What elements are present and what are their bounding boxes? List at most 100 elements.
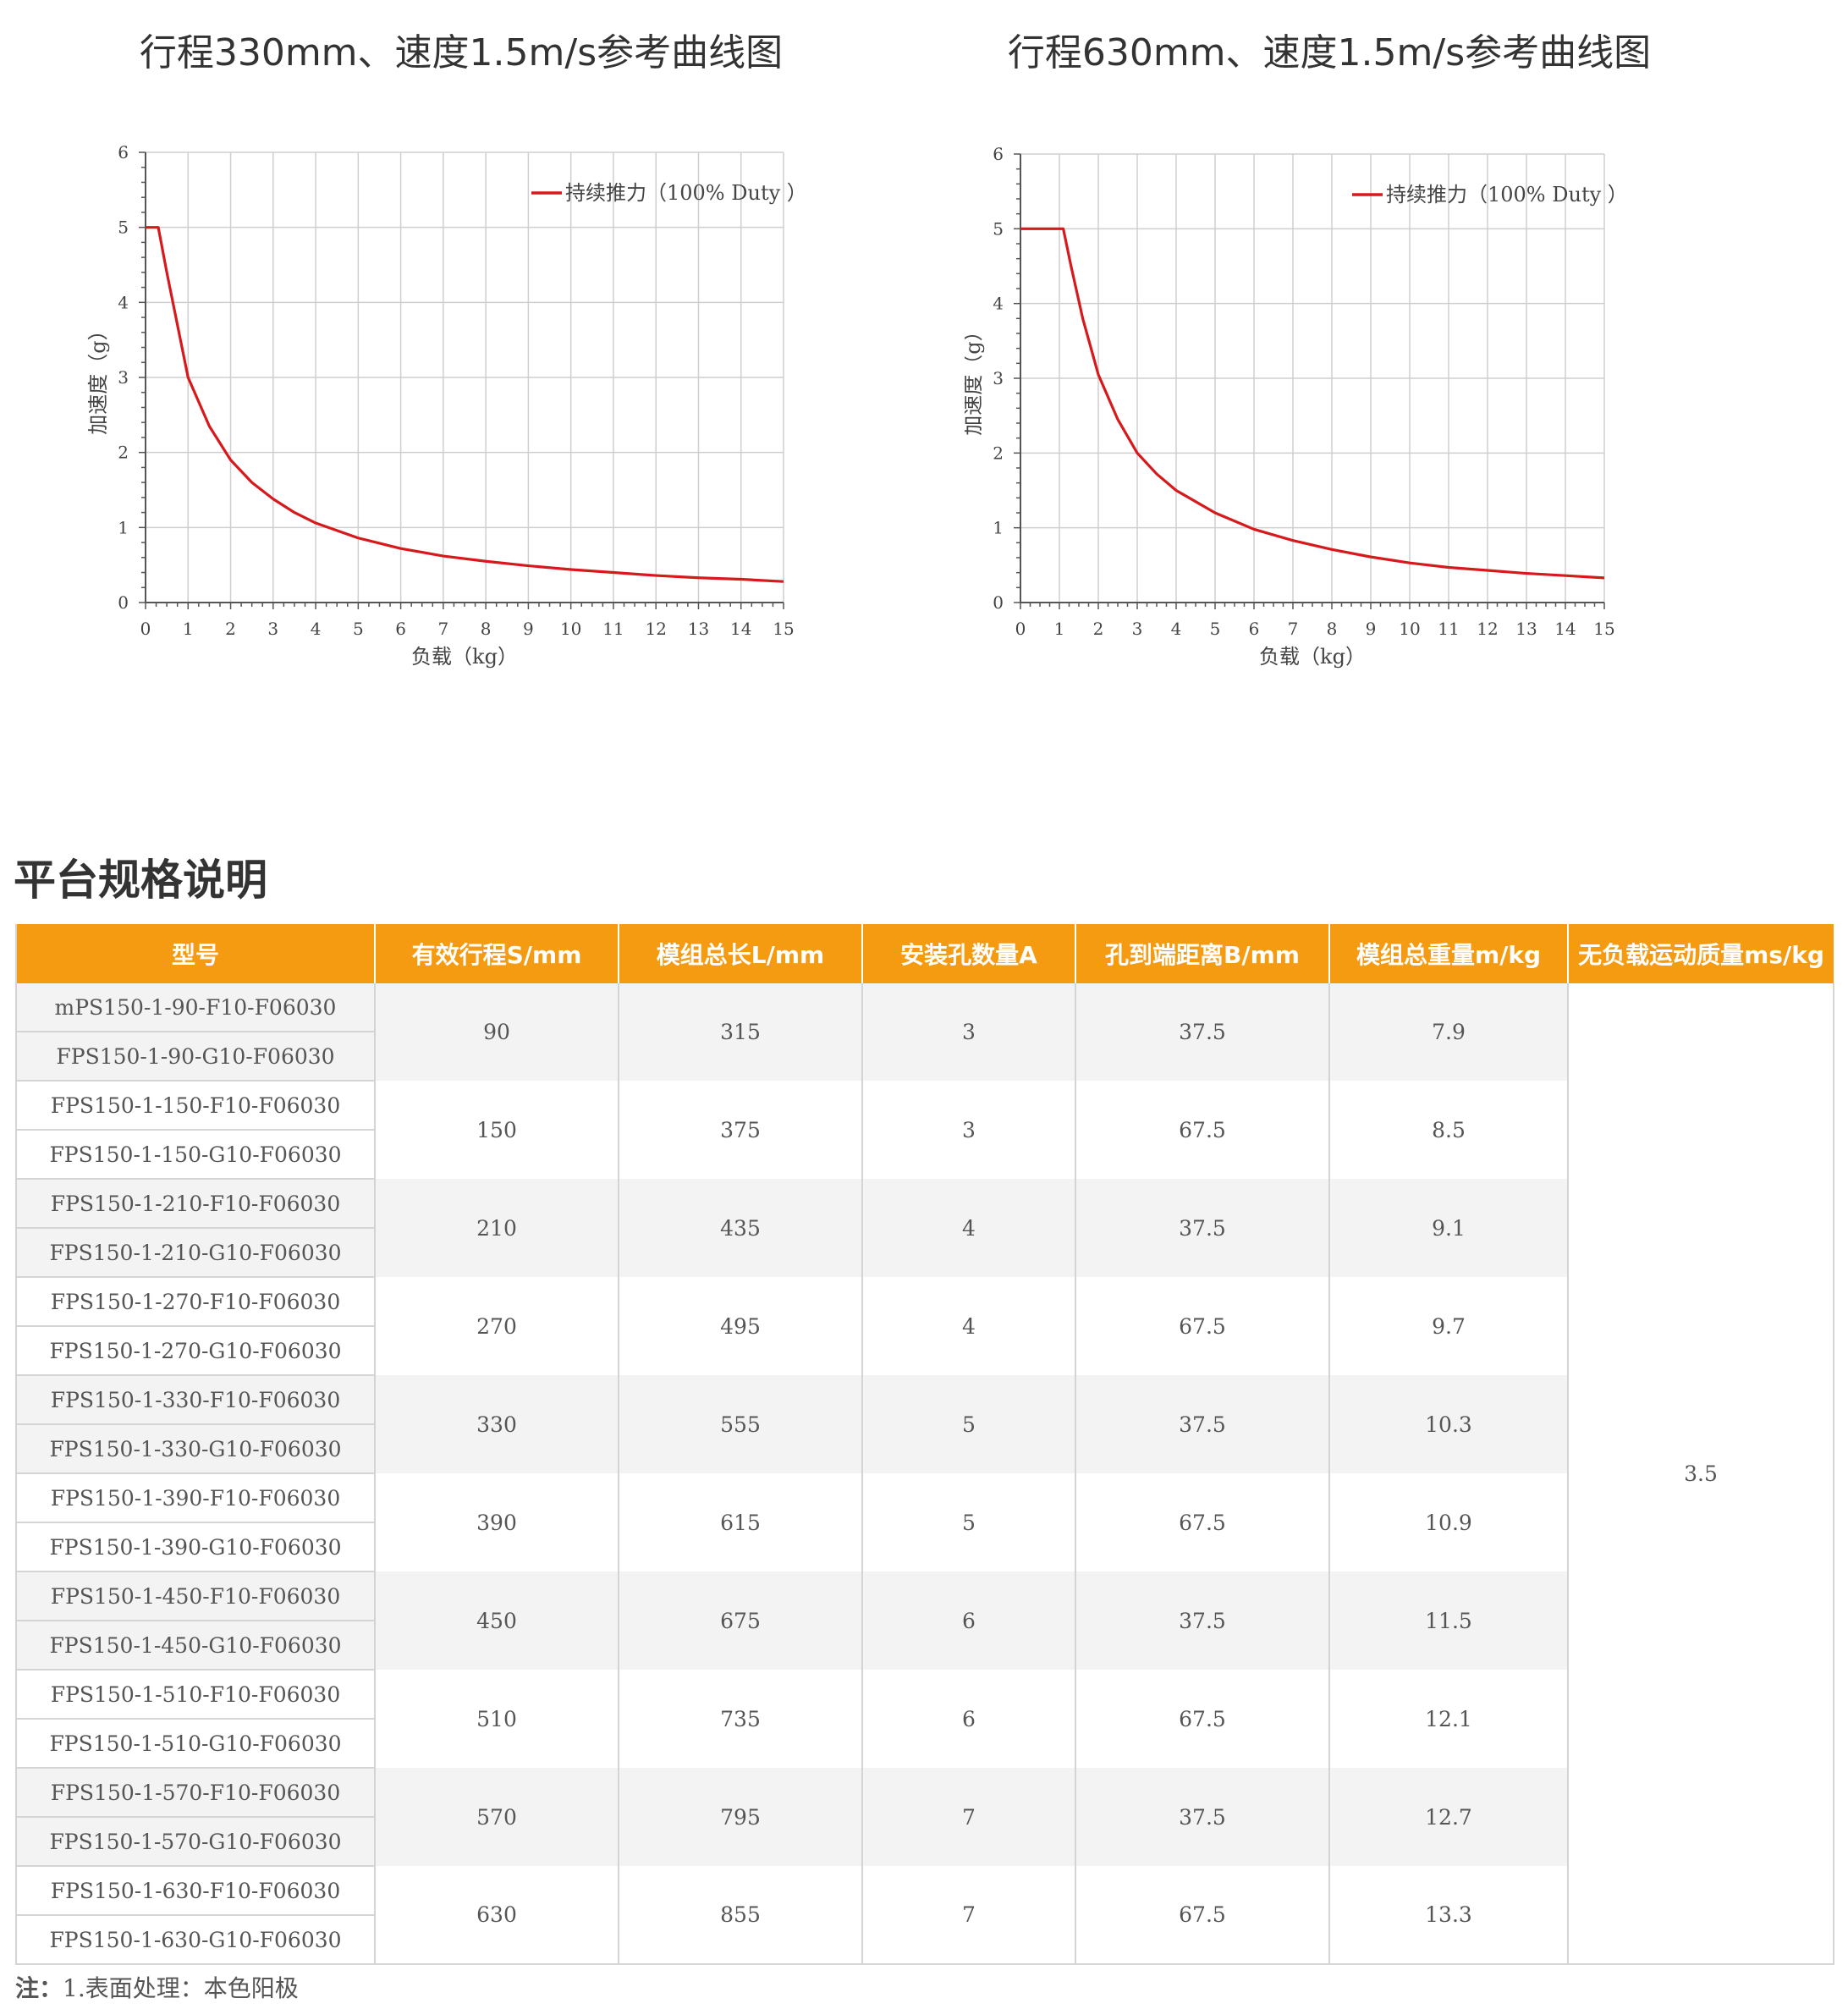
- cell-stroke: 630: [375, 1866, 619, 1964]
- x-tick-label: 0: [140, 619, 151, 639]
- y-tick-label: 2: [993, 443, 1004, 463]
- y-tick-label: 0: [993, 592, 1004, 613]
- cell-holes: 7: [862, 1768, 1076, 1866]
- x-tick-label: 4: [311, 619, 322, 639]
- x-tick-label: 12: [645, 619, 666, 639]
- y-tick-label: 4: [993, 294, 1004, 314]
- header-holes: 安装孔数量A: [862, 924, 1076, 983]
- x-tick-label: 9: [1366, 619, 1377, 639]
- x-tick-label: 13: [1515, 619, 1537, 639]
- cell-stroke: 450: [375, 1571, 619, 1670]
- table-row: FPS150-1-210-G10-F06030: [16, 1228, 1834, 1278]
- cell-model: FPS150-1-330-F10-F06030: [16, 1375, 376, 1425]
- cell-holes: 3: [862, 1081, 1076, 1179]
- cell-weight: 7.9: [1329, 983, 1569, 1081]
- cell-weight: 11.5: [1329, 1571, 1569, 1670]
- table-row: FPS150-1-390-G10-F06030: [16, 1522, 1834, 1572]
- cell-holes: 5: [862, 1473, 1076, 1571]
- table-row: mPS150-1-90-F10-F06030 90 315 3 37.5 7.9 3.5: [16, 983, 1834, 1964]
- cell-length: 675: [619, 1571, 863, 1670]
- x-tick-label: 4: [1171, 619, 1182, 639]
- x-tick-label: 0: [1015, 619, 1026, 639]
- y-tick-label: 6: [993, 144, 1004, 164]
- cell-weight: 10.3: [1329, 1375, 1569, 1473]
- x-tick-label: 1: [183, 619, 194, 639]
- table-row: FPS150-1-330-F10-F06030 330 555 5 37.5 10.3: [16, 1375, 1834, 1473]
- cell-model: FPS150-1-330-G10-F06030: [16, 1424, 376, 1474]
- table-header-row: 型号 有效行程S/mm 模组总长L/mm 安装孔数量A 孔到端距离B/mm 模组…: [16, 924, 1834, 983]
- cell-distance: 67.5: [1075, 1670, 1330, 1768]
- header-stroke: 有效行程S/mm: [375, 924, 619, 983]
- y-tick-label: 2: [118, 443, 129, 463]
- cell-distance: 37.5: [1075, 1375, 1330, 1473]
- x-tick-label: 8: [481, 619, 492, 639]
- cell-distance: 67.5: [1075, 1473, 1330, 1571]
- x-tick-label: 1: [1054, 619, 1065, 639]
- table-row: FPS150-1-150-G10-F06030: [16, 1130, 1834, 1180]
- y-axis-label: 加速度（g）: [86, 320, 110, 434]
- x-tick-label: 10: [1399, 619, 1420, 639]
- x-tick-label: 14: [1554, 619, 1576, 639]
- cell-model: FPS150-1-150-G10-F06030: [16, 1130, 376, 1180]
- note-text: 1.表面处理：本色阳极: [63, 1974, 299, 2002]
- cell-weight: 12.7: [1329, 1768, 1569, 1866]
- cell-distance: 37.5: [1075, 1179, 1330, 1277]
- x-axis-label: 负载（kg）: [1259, 645, 1366, 669]
- y-tick-label: 4: [118, 292, 129, 312]
- cell-weight: 9.1: [1329, 1179, 1569, 1277]
- acceleration-chart-330: 0 1 2 3 4 5 6 7 8 9 10 11 12 13 14 150123456负载（kg）加速度（g…: [86, 142, 807, 669]
- cell-model: FPS150-1-390-G10-F06030: [16, 1522, 376, 1572]
- table-row: FPS150-1-90-G10-F06030: [16, 1032, 1834, 1082]
- cell-model: FPS150-1-210-G10-F06030: [16, 1228, 376, 1278]
- cell-stroke: 270: [375, 1277, 619, 1375]
- x-tick-label: 12: [1477, 619, 1498, 639]
- x-tick-label: 6: [395, 619, 406, 639]
- cell-stroke: 210: [375, 1179, 619, 1277]
- note-label: 注：: [15, 1974, 63, 2002]
- y-tick-label: 1: [118, 517, 129, 537]
- cell-distance: 37.5: [1075, 983, 1330, 1081]
- legend-label: 持续推力（100% Duty ）: [565, 181, 807, 205]
- chart-title-left: 行程330mm、速度1.5m/s参考曲线图: [139, 31, 784, 74]
- cell-holes: 6: [862, 1670, 1076, 1768]
- table-row: FPS150-1-510-G10-F06030: [16, 1719, 1834, 1769]
- y-tick-label: 5: [118, 217, 129, 238]
- x-tick-label: 15: [773, 619, 794, 639]
- table-body: mPS150-1-90-F10-F06030 90 315 3 37.5 7.9 3.5 FP…: [16, 983, 1834, 1965]
- x-tick-label: 8: [1327, 619, 1338, 639]
- x-tick-label: 15: [1593, 619, 1614, 639]
- cell-weight: 12.1: [1329, 1670, 1569, 1768]
- x-tick-label: 5: [353, 619, 364, 639]
- cell-model: FPS150-1-90-G10-F06030: [16, 1032, 376, 1082]
- table-row: FPS150-1-150-F10-F06030 150 375 3 67.5 8.5: [16, 1081, 1834, 1179]
- cell-weight: 10.9: [1329, 1473, 1569, 1571]
- header-distance: 孔到端距离B/mm: [1075, 924, 1330, 983]
- cell-distance: 37.5: [1075, 1571, 1330, 1670]
- legend-label: 持续推力（100% Duty ）: [1386, 183, 1628, 206]
- cell-model: FPS150-1-450-F10-F06030: [16, 1571, 376, 1621]
- cell-model: FPS150-1-630-F10-F06030: [16, 1866, 376, 1916]
- cell-length: 555: [619, 1375, 863, 1473]
- header-length: 模组总长L/mm: [619, 924, 863, 983]
- header-weight: 模组总重量m/kg: [1329, 924, 1569, 983]
- y-axis-label: 加速度（g）: [965, 321, 985, 435]
- cell-weight: 13.3: [1329, 1866, 1569, 1964]
- table-row: FPS150-1-270-G10-F06030: [16, 1326, 1834, 1376]
- cell-distance: 67.5: [1075, 1277, 1330, 1375]
- header-moving-mass: 无负载运动质量ms/kg: [1568, 924, 1834, 983]
- cell-stroke: 90: [375, 983, 619, 1081]
- header-model: 型号: [16, 924, 376, 983]
- x-tick-label: 3: [1132, 619, 1143, 639]
- cell-model: FPS150-1-510-G10-F06030: [16, 1719, 376, 1769]
- x-tick-label: 13: [688, 619, 709, 639]
- cell-distance: 67.5: [1075, 1866, 1330, 1964]
- cell-weight: 9.7: [1329, 1277, 1569, 1375]
- table-row: FPS150-1-450-F10-F06030 450 675 6 37.5 11.5: [16, 1571, 1834, 1670]
- cell-length: 315: [619, 983, 863, 1081]
- x-tick-label: 11: [602, 619, 624, 639]
- cell-length: 375: [619, 1081, 863, 1179]
- cell-stroke: 330: [375, 1375, 619, 1473]
- cell-stroke: 510: [375, 1670, 619, 1768]
- cell-holes: 3: [862, 983, 1076, 1081]
- cell-distance: 37.5: [1075, 1768, 1330, 1866]
